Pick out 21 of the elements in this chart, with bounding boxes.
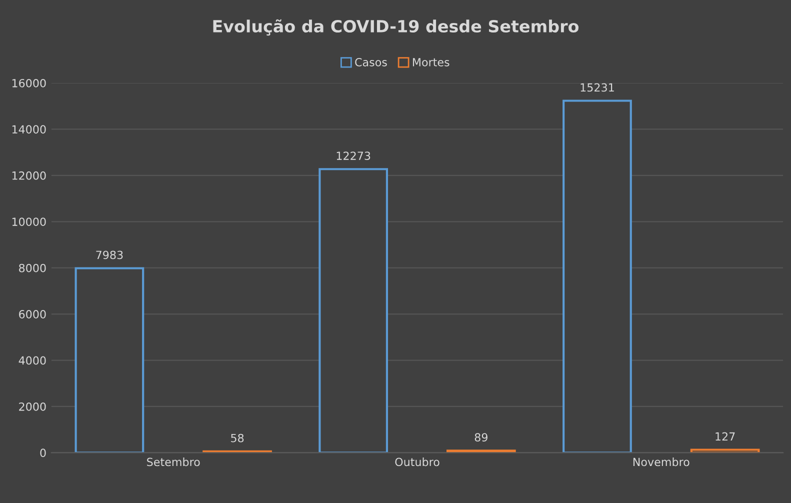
y-tick-label: 2000 <box>19 402 46 411</box>
y-tick-label: 0 <box>40 448 46 458</box>
data-label: 127 <box>716 432 735 441</box>
chart-title: Evolução da COVID-19 desde Setembro <box>213 19 579 36</box>
data-label: 15231 <box>580 83 614 92</box>
legend-label: Mortes <box>412 58 450 66</box>
data-label: 89 <box>474 433 488 442</box>
y-tick-label: 12000 <box>12 171 46 180</box>
x-tick-label: Outubro <box>395 458 440 466</box>
x-tick-label: Setembro <box>147 458 200 466</box>
y-tick-label: 10000 <box>12 218 46 226</box>
legend-label: Casos <box>355 58 387 66</box>
data-label: 7983 <box>96 250 123 260</box>
y-tick-label: 8000 <box>19 264 46 272</box>
y-tick-label: 4000 <box>18 356 46 365</box>
y-tick-label: 14000 <box>12 125 46 134</box>
data-label: 58 <box>231 434 244 442</box>
x-tick-label: Novembro <box>633 458 690 466</box>
y-tick-label: 6000 <box>19 310 46 318</box>
y-tick-label: 16000 <box>12 78 46 88</box>
data-label: 12273 <box>336 152 370 160</box>
